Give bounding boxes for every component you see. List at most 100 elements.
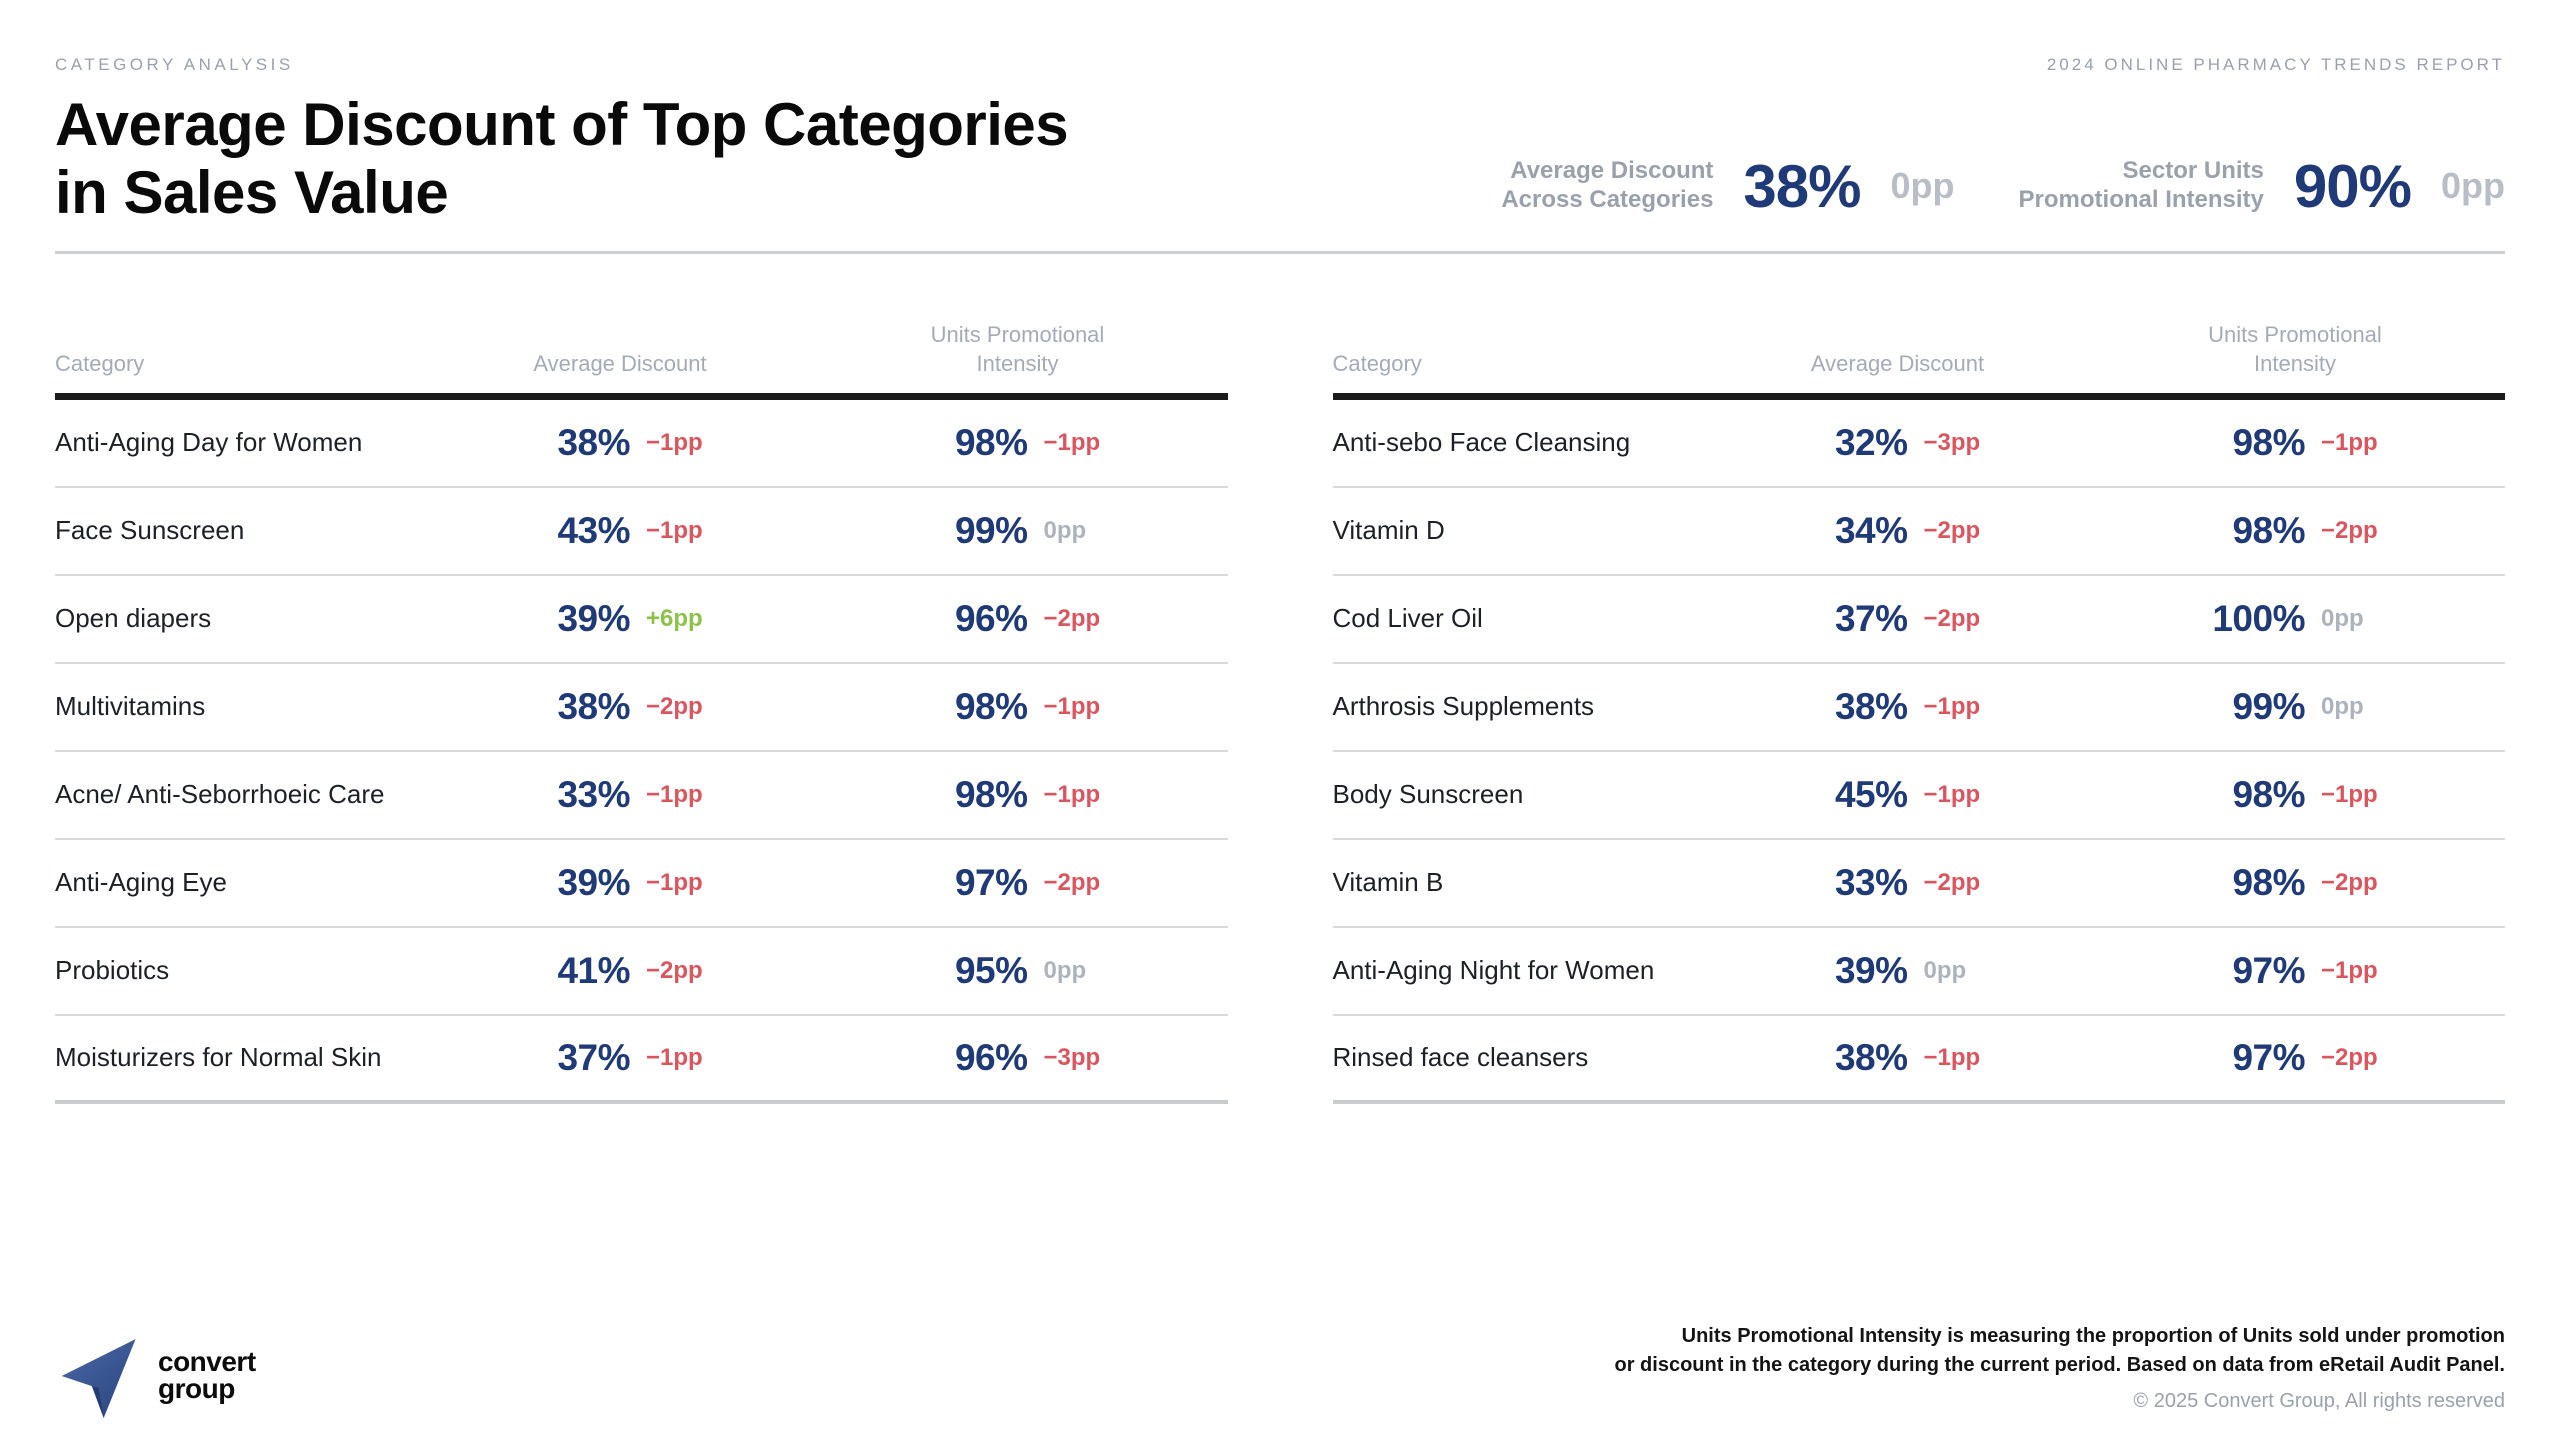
intensity-cell: 98% −1pp (903, 422, 1133, 464)
convert-group-logo: convert group (60, 1334, 256, 1418)
table-row: Probiotics 41% −2pp 95% 0pp (55, 928, 1228, 1016)
discount-cell: 38% −1pp (1783, 686, 2013, 728)
kpi-group: Average Discount Across Categories 38% 0… (1501, 152, 2505, 227)
category-name: Moisturizers for Normal Skin (55, 1041, 382, 1072)
discount-cell: 38% −1pp (505, 422, 735, 464)
kpi-label-line1: Sector Units (2122, 157, 2264, 185)
kpi-value: 90% (2293, 152, 2412, 220)
discount-delta: −1pp (646, 516, 703, 544)
intensity-value: 100% (2212, 597, 2305, 639)
discount-cell: 38% −1pp (1783, 1037, 2013, 1079)
logo-word-convert: convert (158, 1346, 256, 1378)
logo-wordmark: convert group (158, 1346, 256, 1403)
table-row: Rinsed face cleansers 38% −1pp 97% −2pp (1332, 1016, 2505, 1104)
table-row: Anti-Aging Eye 39% −1pp 97% −2pp (55, 840, 1228, 928)
discount-value: 39% (557, 861, 630, 903)
discount-delta: −1pp (646, 428, 703, 456)
intensity-delta: 0pp (2321, 692, 2364, 720)
footnote-line1: Units Promotional Intensity is measuring… (1681, 1325, 2505, 1347)
category-name: Anti-sebo Face Cleansing (1332, 426, 1631, 457)
intensity-cell: 97% −2pp (2180, 1037, 2410, 1079)
intensity-value: 97% (2232, 1036, 2305, 1078)
category-name: Anti-Aging Eye (55, 866, 227, 897)
intensity-delta: −1pp (1043, 428, 1101, 456)
intensity-cell: 98% −1pp (903, 686, 1133, 728)
column-header-intensity-line2: Intensity (976, 351, 1059, 376)
table-row: Anti-Aging Day for Women 38% −1pp 98% −1… (55, 400, 1228, 488)
copyright-notice: © 2025 Convert Group, All rights reserve… (2133, 1390, 2505, 1412)
category-name: Probiotics (55, 954, 170, 985)
intensity-cell: 98% −1pp (903, 774, 1133, 816)
intensity-value: 99% (954, 509, 1028, 551)
table-header: Category Average Discount Units Promotio… (55, 314, 1228, 400)
discount-value: 33% (557, 773, 630, 815)
discount-value: 38% (557, 685, 630, 727)
kpi-label: Sector Units Promotional Intensity (2019, 157, 2264, 215)
kpi-label-line2: Across Categories (1501, 186, 1714, 214)
table-body: Anti-sebo Face Cleansing 32% −3pp 98% −1… (1332, 400, 2505, 1104)
intensity-delta: 0pp (1043, 956, 1087, 984)
tables-container: Category Average Discount Units Promotio… (55, 314, 2505, 1104)
intensity-value: 98% (954, 773, 1028, 815)
table-row: Acne/ Anti-Seborrhoeic Care 33% −1pp 98%… (55, 752, 1228, 840)
intensity-delta: 0pp (2321, 604, 2364, 632)
discount-delta: −2pp (646, 692, 703, 720)
discount-delta: −3pp (1923, 428, 1981, 456)
category-name: Multivitamins (55, 690, 206, 721)
page-title: Average Discount of Top Categories in Sa… (55, 91, 1069, 227)
discount-cell: 39% +6pp (505, 598, 735, 640)
intensity-value: 98% (2232, 861, 2305, 903)
discount-delta: −1pp (1923, 1043, 1981, 1071)
table-row: Arthrosis Supplements 38% −1pp 99% 0pp (1332, 664, 2505, 752)
discount-value: 37% (557, 1036, 630, 1078)
discount-delta: −1pp (646, 868, 703, 896)
column-header-category: Category (55, 351, 145, 376)
column-header-intensity: Units Promotional Intensity (903, 321, 1133, 378)
column-header-intensity-line1: Units Promotional (930, 322, 1105, 348)
discount-cell: 37% −2pp (1783, 598, 2013, 640)
category-name: Rinsed face cleansers (1332, 1041, 1589, 1072)
page-title-line1: Average Discount of Top Categories (55, 91, 1069, 158)
intensity-delta: −1pp (1043, 780, 1101, 808)
column-header-intensity-line2: Intensity (2254, 351, 2336, 376)
intensity-delta: −1pp (2321, 428, 2378, 456)
footnote: Units Promotional Intensity is measuring… (1615, 1322, 2506, 1380)
discount-value: 39% (557, 597, 630, 639)
table-row: Vitamin B 33% −2pp 98% −2pp (1332, 840, 2505, 928)
paper-plane-arrow-icon (61, 1339, 136, 1418)
table-row: Moisturizers for Normal Skin 37% −1pp 96… (55, 1016, 1228, 1104)
intensity-delta: 0pp (1043, 516, 1087, 544)
intensity-value: 97% (954, 861, 1028, 903)
discount-delta: −2pp (1923, 516, 1981, 544)
discount-cell: 38% −2pp (505, 686, 735, 728)
intensity-delta: −2pp (2321, 516, 2378, 544)
category-name: Acne/ Anti-Seborrhoeic Care (55, 778, 385, 809)
report-title-label: 2024 ONLINE PHARMACY TRENDS REPORT (2046, 55, 2505, 74)
discount-value: 34% (1834, 509, 1908, 551)
intensity-delta: −1pp (2321, 956, 2378, 984)
intensity-cell: 97% −2pp (903, 862, 1133, 904)
discount-cell: 32% −3pp (1783, 422, 2013, 464)
intensity-delta: −2pp (1043, 604, 1101, 632)
category-name: Face Sunscreen (55, 514, 245, 545)
category-name: Body Sunscreen (1332, 778, 1524, 809)
discount-delta: −1pp (646, 780, 703, 808)
discount-cell: 41% −2pp (505, 950, 735, 992)
discount-cell: 39% 0pp (1783, 950, 2013, 992)
intensity-value: 99% (2232, 685, 2305, 727)
table-row: Face Sunscreen 43% −1pp 99% 0pp (55, 488, 1228, 576)
discount-value: 41% (557, 949, 630, 991)
intensity-cell: 98% −2pp (2180, 510, 2410, 552)
kpi-label-line2: Promotional Intensity (2018, 186, 2264, 214)
kpi-label-line1: Average Discount (1510, 157, 1714, 185)
discount-delta: −1pp (1923, 780, 1981, 808)
discount-value: 38% (1834, 1036, 1908, 1078)
intensity-value: 98% (2232, 509, 2305, 551)
discount-value: 37% (1834, 597, 1908, 639)
category-name: Vitamin D (1332, 514, 1445, 545)
table-row: Open diapers 39% +6pp 96% −2pp (55, 576, 1228, 664)
table-right: Category Average Discount Units Promotio… (1332, 314, 2505, 1104)
discount-cell: 34% −2pp (1783, 510, 2013, 552)
intensity-cell: 99% 0pp (903, 510, 1133, 552)
